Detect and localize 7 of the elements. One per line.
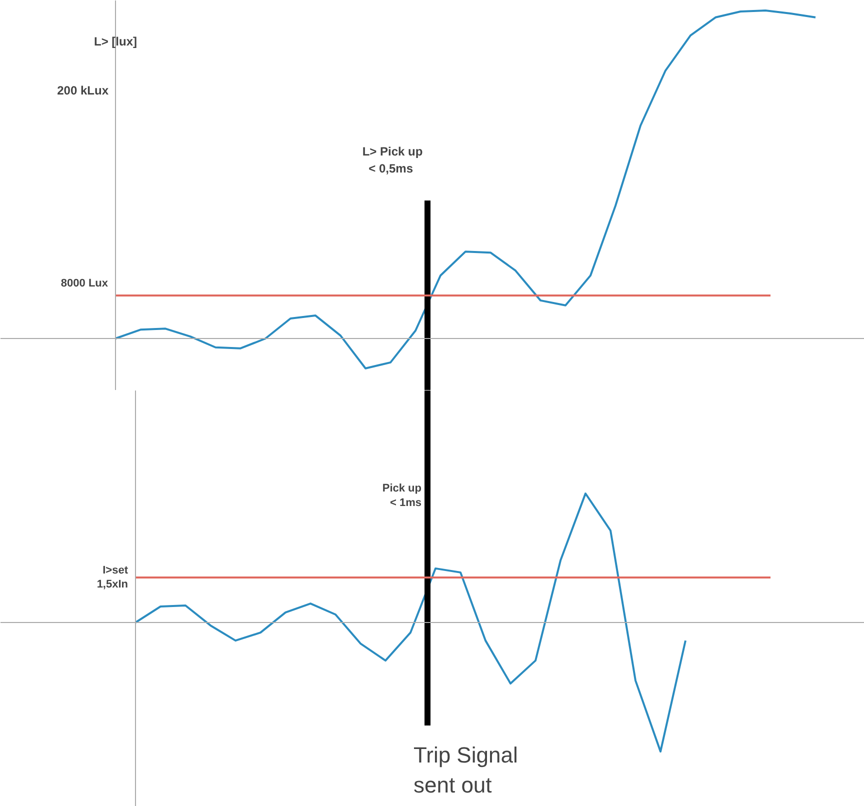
y-axis-title: L> [lux]	[94, 34, 138, 48]
annotation: 200 kLux	[57, 84, 109, 98]
ref-line-label: 8000 Lux	[60, 278, 109, 290]
annotation: Trip Signal sent out	[414, 742, 518, 798]
annotation: Pick up < 1ms	[382, 482, 422, 509]
ref-line-label: I>set 1,5xIn	[96, 564, 128, 591]
annotation: L> Pick up < 0,5ms	[362, 144, 423, 176]
